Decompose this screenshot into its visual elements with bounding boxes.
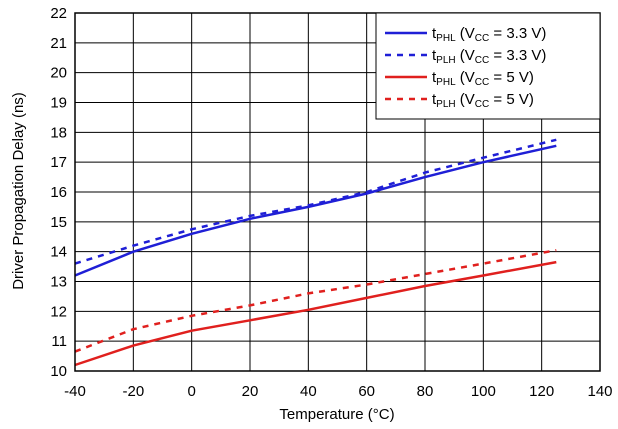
y-axis-label: Driver Propagation Delay (ns) — [10, 92, 27, 290]
y-tick-label: 18 — [50, 124, 67, 141]
plot-frame — [74, 12, 601, 372]
x-tick-label: 100 — [471, 383, 496, 400]
y-tick-label: 16 — [50, 184, 67, 201]
x-tick-label: -40 — [64, 383, 86, 400]
series-line-2 — [74, 138, 557, 265]
y-tick-label: 21 — [50, 35, 67, 52]
x-tick-label: 40 — [300, 383, 317, 400]
x-tick-label: 80 — [417, 383, 434, 400]
y-tick-label: 13 — [50, 274, 67, 291]
series-lines — [74, 138, 557, 367]
y-tick-label: 20 — [50, 65, 67, 82]
y-tick-label: 22 — [50, 5, 67, 22]
x-tick-label: 140 — [587, 383, 612, 400]
x-tick-label: 0 — [187, 383, 195, 400]
legend-label-2: tPLH (VCC = 3.3 V) — [432, 47, 546, 66]
y-tick-label: 15 — [50, 214, 67, 231]
x-axis-label: Temperature (°C) — [279, 406, 394, 423]
x-tick-label: 120 — [529, 383, 554, 400]
legend-label-4: tPLH (VCC = 5 V) — [432, 91, 534, 110]
legend-box — [375, 12, 601, 120]
y-tick-label: 19 — [50, 95, 67, 112]
y-tick-label: 12 — [50, 303, 67, 320]
y-tick-label: 14 — [50, 244, 67, 261]
legend-label-3: tPHL (VCC = 5 V) — [432, 69, 534, 88]
y-tick-label: 11 — [51, 333, 67, 350]
series-line-3 — [74, 260, 557, 367]
plot-border — [74, 12, 601, 372]
series-line-1 — [74, 144, 557, 277]
y-tick-label: 10 — [50, 363, 67, 380]
y-axis-ticks: 10 11 12 13 14 15 16 17 18 19 20 21 22 — [50, 5, 67, 380]
legend-label-1: tPHL (VCC = 3.3 V) — [432, 25, 546, 44]
x-tick-label: -20 — [122, 383, 144, 400]
series-line-4 — [74, 248, 557, 353]
x-axis-ticks: -40 -20 0 20 40 60 80 100 120 140 — [64, 383, 612, 400]
x-tick-label: 60 — [358, 383, 375, 400]
y-tick-label: 17 — [50, 154, 67, 171]
legend: tPHL (VCC = 3.3 V) tPLH (VCC = 3.3 V) tPHL… — [375, 12, 601, 120]
x-tick-label: 20 — [242, 383, 259, 400]
